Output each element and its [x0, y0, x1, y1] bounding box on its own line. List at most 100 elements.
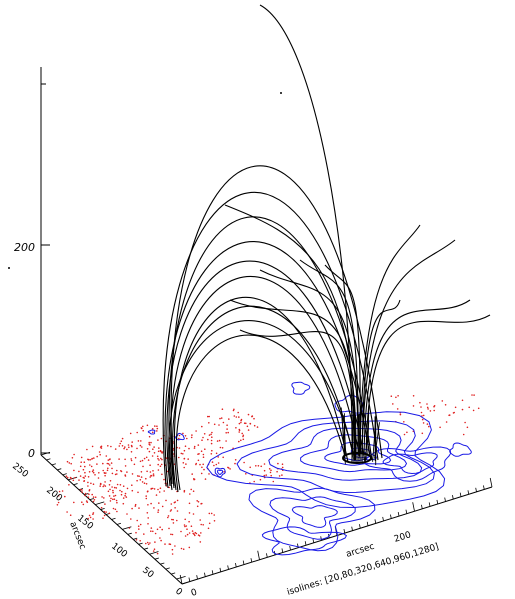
y-axis-tick [122, 526, 132, 530]
negative-point [278, 475, 281, 477]
negative-point [237, 411, 239, 414]
negative-point [103, 514, 106, 517]
negative-point [92, 471, 95, 474]
negative-point [233, 408, 235, 411]
negative-point [102, 485, 104, 488]
negative-point [218, 439, 221, 442]
negative-point [114, 473, 117, 476]
negative-point [213, 520, 216, 522]
negative-point [146, 424, 149, 427]
negative-point [94, 474, 96, 476]
negative-point [170, 533, 172, 536]
negative-point [121, 490, 123, 493]
negative-point [112, 489, 114, 492]
negative-point [80, 456, 83, 459]
negative-point [180, 452, 183, 455]
negative-point [420, 411, 423, 414]
negative-point [151, 487, 154, 490]
negative-point [118, 445, 121, 447]
negative-point [429, 410, 432, 412]
negative-point [158, 502, 160, 504]
negative-point [253, 417, 255, 420]
negative-point [74, 477, 76, 479]
negative-point [131, 489, 134, 492]
negative-point [130, 518, 132, 520]
negative-point [112, 491, 114, 494]
x-axis-tick [436, 499, 439, 505]
negative-point [154, 532, 157, 535]
negative-point [114, 508, 117, 511]
negative-point [119, 442, 121, 445]
negative-point [180, 547, 183, 550]
negative-point [462, 433, 465, 436]
y-axis-tick [181, 582, 187, 585]
negative-point [104, 472, 106, 475]
negative-point [176, 499, 179, 502]
negative-point [147, 490, 149, 493]
x-axis-tick [452, 495, 454, 500]
negative-point [426, 403, 428, 405]
y-axis-tick [127, 532, 132, 535]
negative-point [256, 426, 259, 428]
negative-point [90, 465, 93, 468]
negative-point [197, 459, 200, 462]
negative-point [66, 476, 69, 479]
negative-polarity-points [56, 394, 480, 555]
footpoint-cluster [342, 452, 372, 464]
y-axis-tick [84, 493, 89, 496]
x-axis-label: arcsec [345, 542, 376, 560]
negative-point [88, 471, 91, 473]
negative-point [159, 537, 161, 539]
negative-point [238, 416, 240, 418]
field-line [365, 314, 491, 461]
negative-point [421, 418, 424, 421]
isoline [269, 496, 356, 540]
negative-point [128, 527, 131, 529]
negative-point [114, 494, 117, 497]
negative-point [211, 436, 213, 439]
negative-point [420, 406, 422, 408]
negative-point [426, 423, 429, 425]
negative-point [115, 499, 118, 502]
negative-point [176, 519, 178, 522]
negative-point [136, 431, 138, 434]
negative-point [202, 436, 204, 439]
field-line [352, 402, 356, 454]
negative-point [64, 495, 66, 498]
field-line [170, 165, 383, 487]
negative-point [412, 405, 415, 407]
negative-point [106, 462, 109, 465]
negative-point [197, 453, 199, 456]
negative-point [84, 471, 86, 474]
negative-point [167, 515, 170, 517]
negative-point [138, 528, 140, 530]
negative-point [197, 444, 200, 446]
negative-point [107, 463, 110, 465]
negative-point [247, 413, 250, 416]
negative-point [81, 489, 83, 491]
negative-point [92, 469, 95, 471]
negative-point [426, 406, 429, 409]
negative-point [104, 485, 107, 487]
negative-point [160, 539, 162, 542]
negative-point [101, 496, 103, 498]
negative-point [208, 422, 210, 424]
negative-point [108, 512, 111, 515]
negative-point [147, 523, 149, 525]
field-line [374, 422, 380, 459]
negative-point [229, 468, 231, 470]
negative-point [178, 447, 181, 449]
negative-point [87, 481, 89, 484]
negative-point [91, 445, 94, 448]
negative-point [141, 481, 144, 483]
x-axis-tick [235, 562, 237, 568]
x-axis-tick [257, 550, 260, 560]
negative-point [180, 530, 182, 533]
negative-point [104, 503, 106, 505]
negative-point [134, 503, 137, 506]
negative-point [153, 452, 156, 454]
negative-point [445, 421, 448, 423]
y-axis-tick [165, 567, 170, 570]
negative-point [226, 428, 228, 430]
negative-point [419, 401, 421, 404]
